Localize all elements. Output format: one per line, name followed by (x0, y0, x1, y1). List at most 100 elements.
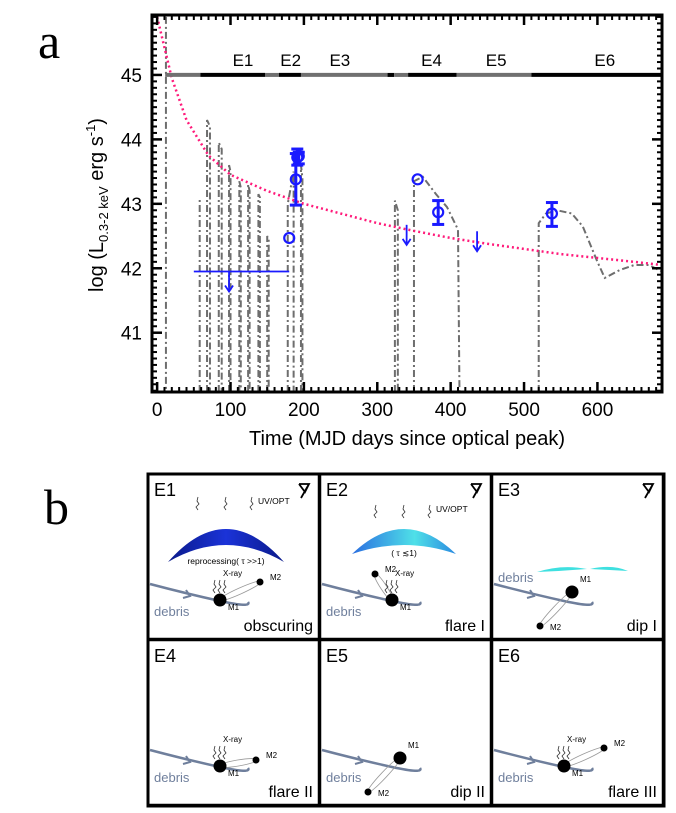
panel-E2: E2 flare I debris M1 M2X-ray ( τ ≲1) UV/OPT (318, 472, 493, 641)
eye-icon (470, 483, 483, 499)
uv-emission-icon (401, 504, 406, 519)
panel-E1: E1 obscuring debris M1 M2 X-ray reprocessing( … (146, 472, 321, 641)
m1-label: M1 (228, 603, 240, 612)
x-tick-label-200: 200 (288, 400, 320, 421)
epoch-label-E3: E3 (329, 51, 350, 70)
panel-E4: E4 flare II debris M1 M2 X-ray (146, 638, 321, 807)
binary-orbit (217, 580, 263, 602)
debris-path (493, 582, 594, 606)
data-marker (432, 206, 445, 219)
xray-emission-icon (222, 745, 227, 760)
panel-border (490, 638, 665, 807)
model-curve-4 (228, 164, 232, 392)
uv-emission-icon (427, 504, 432, 519)
debris-path (321, 582, 422, 606)
xray-emission-icon (212, 579, 217, 594)
m1-label: M1 (228, 769, 240, 778)
data-point-6 (545, 201, 559, 228)
debris-clump (590, 566, 628, 571)
reprocessing-envelope (352, 529, 456, 554)
debris-label: debris (154, 604, 190, 619)
black-hole-m1 (393, 751, 407, 765)
panel-id: E3 (498, 480, 520, 500)
y-axis-label: log (L0.3-2 keV erg s-1) (83, 118, 111, 292)
panel-id: E4 (154, 646, 176, 666)
model-curve-11 (393, 200, 399, 392)
model-curve-2 (206, 119, 211, 392)
debris-arrowhead (182, 755, 192, 765)
x-tick-label-300: 300 (361, 400, 393, 421)
eye-icon (642, 483, 655, 499)
x-tick-label-100: 100 (215, 400, 247, 421)
debris-arrowhead (526, 589, 536, 599)
eye-icon (298, 483, 311, 499)
panel-E3: E3 dip I debris M1 M2 (490, 472, 665, 641)
data-marker (289, 173, 302, 186)
debris-stream: debris (149, 582, 250, 619)
black-hole-m1 (385, 593, 399, 607)
data-marker (292, 150, 305, 163)
panel-border (318, 638, 493, 807)
upper-limit-arrow-head (224, 284, 234, 294)
panel-caption: flare II (269, 784, 313, 801)
debris-path (149, 582, 250, 606)
m2-label: M2 (266, 751, 278, 760)
uv-emission-icon (249, 496, 254, 511)
x-tick-label-600: 600 (582, 400, 614, 421)
y-tick-label-42: 42 (121, 259, 142, 280)
upper-limit-1 (401, 224, 412, 247)
model-curve-5 (238, 181, 242, 392)
upper-limit-2 (472, 231, 482, 253)
m2-label: M2 (550, 623, 562, 632)
debris-stream: debris (321, 748, 422, 785)
xray-emission-icon (389, 579, 394, 594)
model-curve-13 (537, 209, 662, 392)
data-point-0 (283, 231, 296, 245)
xray-emission-icon (217, 745, 222, 760)
data-marker (545, 207, 559, 220)
black-hole-m1 (213, 593, 227, 607)
debris-stream: debris (493, 748, 594, 785)
panel-label-a: a (38, 13, 61, 69)
xray-emission-icon (217, 579, 222, 594)
binary-orbit (373, 571, 394, 603)
xray-emission-icon (212, 745, 217, 760)
panel-label-b: b (44, 479, 69, 535)
panel-E6: E6 flare III debris M1 M2 X-ray (490, 638, 665, 807)
y-tick-label-45: 45 (121, 66, 142, 87)
debris-arrowhead (354, 589, 364, 599)
model-curve-7 (257, 193, 261, 392)
m1-label: M1 (572, 769, 584, 778)
panel-caption: flare I (445, 618, 485, 635)
x-tick-label-400: 400 (435, 400, 467, 421)
debris-arrowhead (354, 755, 364, 765)
panel-caption: flare III (608, 784, 657, 801)
epoch-label-E4: E4 (421, 51, 442, 70)
debris-label: debris (326, 604, 362, 619)
epoch-label-E5: E5 (486, 51, 507, 70)
black-hole-m2 (256, 578, 264, 586)
data-point-5 (432, 199, 445, 226)
xray-label: X-ray (395, 569, 414, 578)
model-curve-9 (286, 171, 295, 392)
debris-path (321, 748, 422, 772)
uv-emission-icon (223, 496, 228, 511)
epoch-label-E6: E6 (594, 51, 615, 70)
debris-label: debris (154, 770, 190, 785)
model-curve-3 (217, 142, 223, 392)
panel-id: E5 (326, 646, 348, 666)
y-tick-label-43: 43 (121, 195, 142, 216)
uv-opt-label: UV/OPT (436, 504, 468, 514)
xray-emission-icon (561, 745, 566, 760)
xray-emission-icon (384, 579, 389, 594)
upper-limit-arrow-head (472, 244, 482, 253)
debris-label: debris (326, 770, 362, 785)
debris-path (493, 748, 594, 772)
m1-label: M1 (400, 603, 412, 612)
xray-emission-icon (566, 745, 571, 760)
x-tick-label-500: 500 (508, 400, 540, 421)
panel-id: E6 (498, 646, 520, 666)
data-point-4 (411, 173, 424, 186)
panel-caption: obscuring (244, 618, 313, 635)
